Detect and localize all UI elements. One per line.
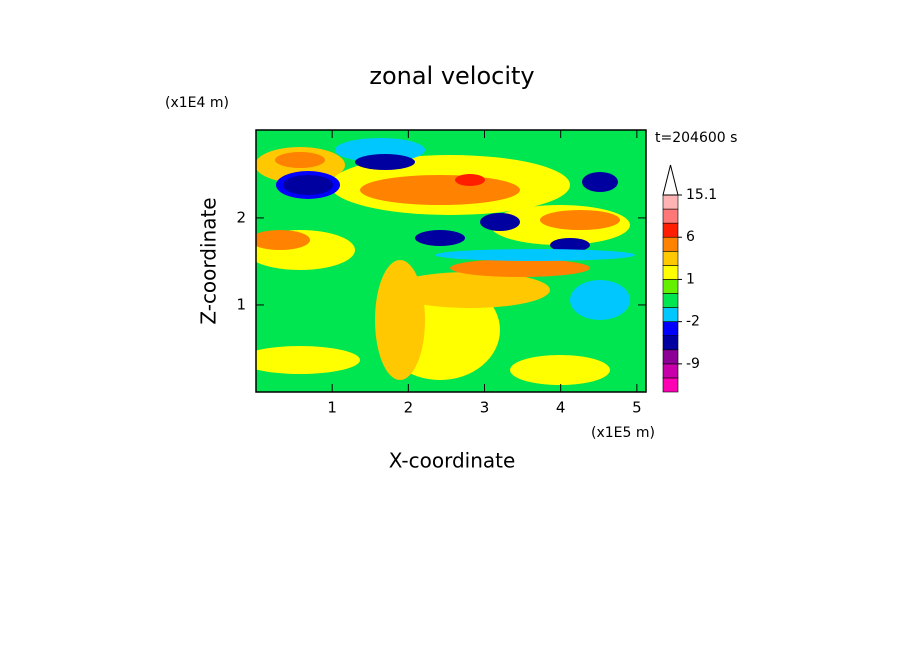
colorbar-band [662,222,679,238]
colorbar-tick-label: 1 [686,271,695,287]
plot-frame [255,129,647,393]
colorbar-band [662,293,679,308]
colorbar-band [662,194,679,210]
colorbar-band [662,377,679,393]
x-tick-label: 4 [556,399,566,417]
colorbar-tick-label: 15.1 [686,187,717,203]
colorbar-band [662,335,679,351]
colorbar-band [662,349,679,365]
y-axis-label: Z-coordinate [197,197,221,324]
x-tick-label: 3 [480,399,490,417]
chart-title: zonal velocity [369,62,534,90]
colorbar-band [662,236,679,252]
colorbar-band [662,279,679,294]
colorbar-band [662,265,679,280]
y-multiplier: (x1E4 m) [165,95,229,111]
colorbar-band [662,321,679,337]
x-multiplier: (x1E5 m) [591,425,655,441]
colorbar-arrow [662,164,679,196]
y-tick-label: 1 [236,295,246,313]
x-tick-label: 2 [404,399,414,417]
x-tick-label: 1 [327,399,337,417]
colorbar-band [662,250,679,266]
contour-field [256,130,646,392]
time-label: t=204600 s [655,130,737,146]
x-tick-label: 5 [632,399,642,417]
colorbar-tick-label: -9 [686,356,700,372]
colorbar-tick-label: -2 [686,314,700,330]
colorbar-band [662,208,679,224]
colorbar-band [662,307,679,322]
colorbar-band [662,363,679,379]
y-tick-label: 2 [236,208,246,226]
x-axis-label: X-coordinate [389,449,516,473]
colorbar-tick-label: 6 [686,229,695,245]
